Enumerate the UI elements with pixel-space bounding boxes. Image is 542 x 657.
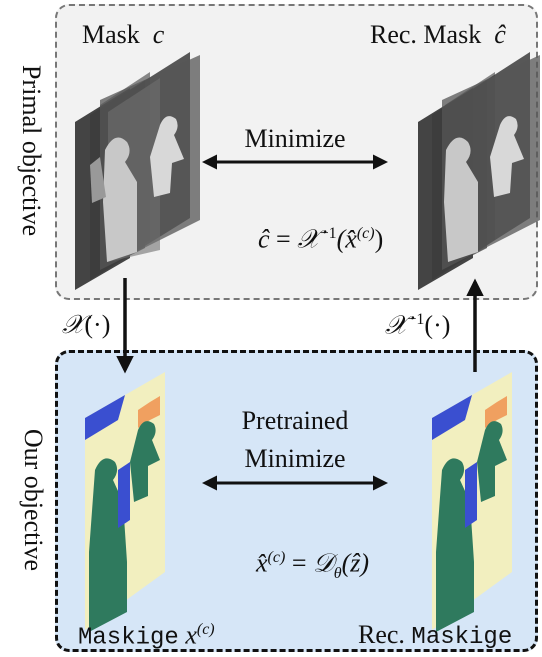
maskige-caption: Maskige x(c) (78, 622, 215, 651)
rec-maskige-word: Maskige (411, 624, 513, 651)
eq-equals: = (276, 224, 291, 254)
eq-inverse-sup: −1 (319, 225, 337, 242)
maskige-word: Maskige (78, 624, 179, 652)
forward-arg: (·) (84, 310, 111, 339)
rec-mask-symbol: ĉ (494, 20, 506, 49)
eq-x-hat: (x̂ (336, 224, 357, 254)
rec-mask-title: Rec. Mask ĉ (370, 22, 506, 48)
rec-mask-stack (418, 52, 540, 290)
mask-stack (75, 52, 200, 290)
primal-equation: ĉ = 𝒳−1(x̂(c)) (258, 226, 383, 253)
inverse-arg: (·) (424, 310, 451, 340)
inverse-sup: −1 (407, 311, 425, 328)
rec-prefix: Rec. (358, 620, 405, 649)
eq-theta-sub: θ (333, 564, 342, 582)
eq-x-hat-lhs: x̂ (256, 548, 268, 578)
mask-label: Mask (82, 20, 140, 49)
eq-x-operator: 𝒳 (297, 224, 320, 255)
eq-c-sup: (c) (356, 225, 375, 242)
inverse-transform-label: 𝒳−1(·) (385, 312, 450, 339)
rec-maskige-image (432, 372, 512, 632)
eq-decoder-op: 𝒟 (312, 548, 334, 579)
pretrained-label: Pretrained (241, 406, 349, 435)
ours-minimize-label: Minimize (244, 444, 346, 473)
ours-equation: x̂(c) = 𝒟θ(ẑ) (256, 550, 369, 582)
forward-op: 𝒳 (62, 310, 85, 340)
eq-c-hat: ĉ (258, 224, 270, 254)
eq-equals-ours: = (291, 548, 307, 578)
rec-maskige-caption: Rec. Maskige (358, 622, 512, 650)
eq-lhs-sup: (c) (267, 549, 286, 566)
mask-title: Mask c (82, 22, 164, 48)
maskige-symbol: x (185, 620, 197, 650)
maskige-sup: (c) (196, 621, 215, 638)
primal-minimize-label: Minimize (244, 124, 346, 153)
eq-close-paren: ) (374, 224, 384, 254)
inverse-op: 𝒳 (385, 310, 408, 341)
eq-z-hat: (ẑ) (341, 548, 370, 578)
forward-transform-label: 𝒳(·) (62, 310, 111, 340)
mask-symbol: c (152, 20, 165, 49)
maskige-image (85, 372, 165, 632)
rec-mask-label: Rec. Mask (370, 20, 482, 49)
